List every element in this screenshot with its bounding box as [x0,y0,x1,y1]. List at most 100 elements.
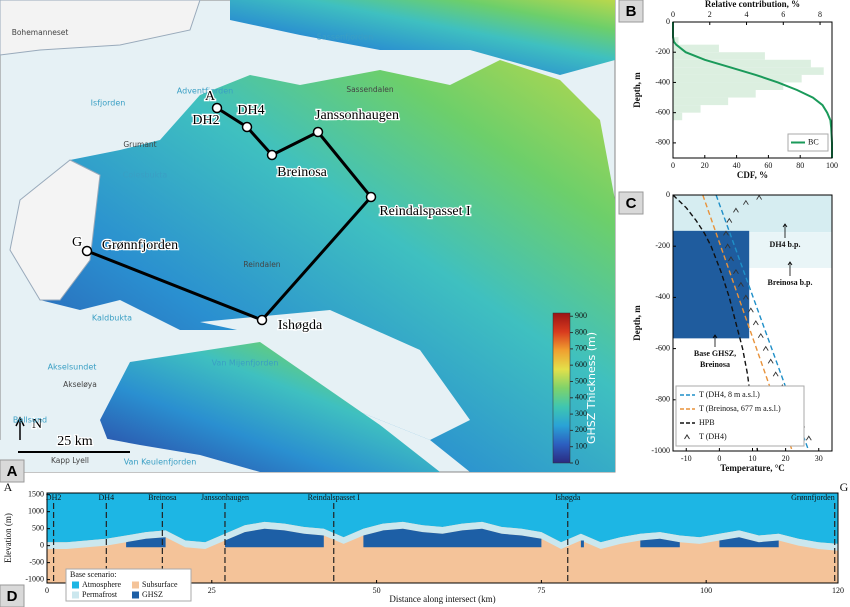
x-tick-label: 0 [717,454,721,463]
map-label: Adventfjorden [177,87,233,96]
x-tick-label: 120 [832,586,844,595]
x2-axis-label: Relative contribution, % [705,0,800,9]
ghsz-layer [640,538,680,548]
map-label: Reindalen [243,260,280,269]
colorbar-tick-label: 100 [575,442,587,451]
map-land [230,0,615,75]
map-land [0,0,201,56]
plot-frame [672,21,833,159]
histogram-bar [673,37,679,45]
map-label: Breinosa [277,165,328,180]
map-label: Colesbukta [123,171,168,180]
x-tick-label: 60 [764,161,772,170]
temperature-marker [756,194,763,200]
temperature-marker [742,294,749,300]
legend-label: T (DH4, 8 m a.s.l.) [699,390,760,399]
y-tick-label: 0 [40,540,44,549]
route-point [312,126,324,138]
y-tick-label: -1000 [651,446,670,455]
x-tick-label: 0 [45,586,49,595]
ghsz-region [673,230,750,339]
profile-end: G [840,480,849,494]
x-tick-label: 50 [373,586,381,595]
annotation: DH4 b.p. [770,240,801,249]
temperature-marker [724,243,731,249]
x-axis-label: Distance along intersect (km) [389,594,495,604]
temperature-marker [733,207,739,213]
temperature-marker [805,435,812,441]
temperature-marker [767,358,774,364]
x-tick-label: 100 [826,161,838,170]
panel-letter: A [7,463,18,480]
histogram-bar [673,97,729,106]
map-label: Bellsund [13,416,47,425]
temperature-marker [728,256,734,262]
colorbar-label: GHSZ Thickness (m) [585,332,598,444]
route-point [256,314,268,326]
colorbar-tick-label: 300 [575,409,587,418]
station-label: Janssonhaugen [201,493,249,502]
y-axis-label: Depth, m [632,72,642,108]
legend-label: Subsurface [142,580,178,589]
route-point [211,102,223,114]
legend-label: T (DH4) [699,432,727,441]
map-label: DH4 [237,103,264,118]
x-axis-label: CDF, % [737,170,768,180]
x2-tick-label: 2 [708,10,712,19]
annotation-arrowhead [787,261,793,266]
temperature-marker [726,217,733,223]
panel-letter-box [0,459,25,483]
map-label: A [205,89,216,104]
ghsz-layer [719,537,779,548]
map-label: Grønnfjorden [102,238,178,253]
north-label: N [32,417,42,432]
y-tick-label: 0 [666,17,670,26]
map-label: Sassendalen [346,85,394,94]
y-tick-label: -200 [655,241,670,250]
x-tick-label: 20 [782,454,790,463]
map-label: Bohemanneset [12,28,69,37]
histogram-bar [673,52,765,60]
route-point [81,245,93,257]
station-label: Reindalspasset I [308,493,361,502]
legend-label: T (Breinosa, 677 m a.s.l.) [699,404,781,413]
histogram-bar [673,82,784,90]
colorbar-tick-label: 500 [575,376,587,385]
y-tick-label: -1000 [25,574,44,583]
legend-box [675,385,805,447]
station-label: DH4 [99,493,115,502]
legend-label: HPB [699,418,715,427]
station-label: Ishøgda [555,493,581,502]
x-tick-label: 80 [796,161,804,170]
y-tick-label: 1000 [28,507,44,516]
station-label: DH2 [46,493,62,502]
y-tick-label: 1500 [28,490,44,499]
colorbar-tick-label: 400 [575,393,587,402]
scale-label: 25 km [57,434,93,449]
y-tick-label: 0 [666,190,670,199]
map-label: Isfjorden [91,99,126,108]
histogram-bar [673,105,701,113]
colorbar-tick-label: 800 [575,327,587,336]
histogram-bar [673,67,824,75]
histogram-bar [673,90,756,98]
map-label: Akseløya [63,380,97,389]
legend-swatch [132,591,139,599]
temperature-marker [733,268,739,275]
legend-box [787,133,829,152]
legend-swatch [72,591,79,599]
y-tick-label: -500 [29,557,44,566]
map-label: Kaldbukta [92,314,132,323]
legend-label: Permafrost [82,590,118,599]
panel-letter: B [626,3,637,20]
route-point [266,149,278,161]
ghsz-layer [126,537,166,548]
ghsz-layer [225,528,324,548]
y-tick-label: -600 [655,107,670,116]
x-tick-label: 25 [208,586,216,595]
temperature-marker [723,230,729,236]
colorbar-tick-label: 0 [575,458,579,467]
annotation-arrowhead [712,334,718,339]
annotation-arrowhead [782,223,788,228]
map-label: Kapp Lyell [51,456,89,465]
